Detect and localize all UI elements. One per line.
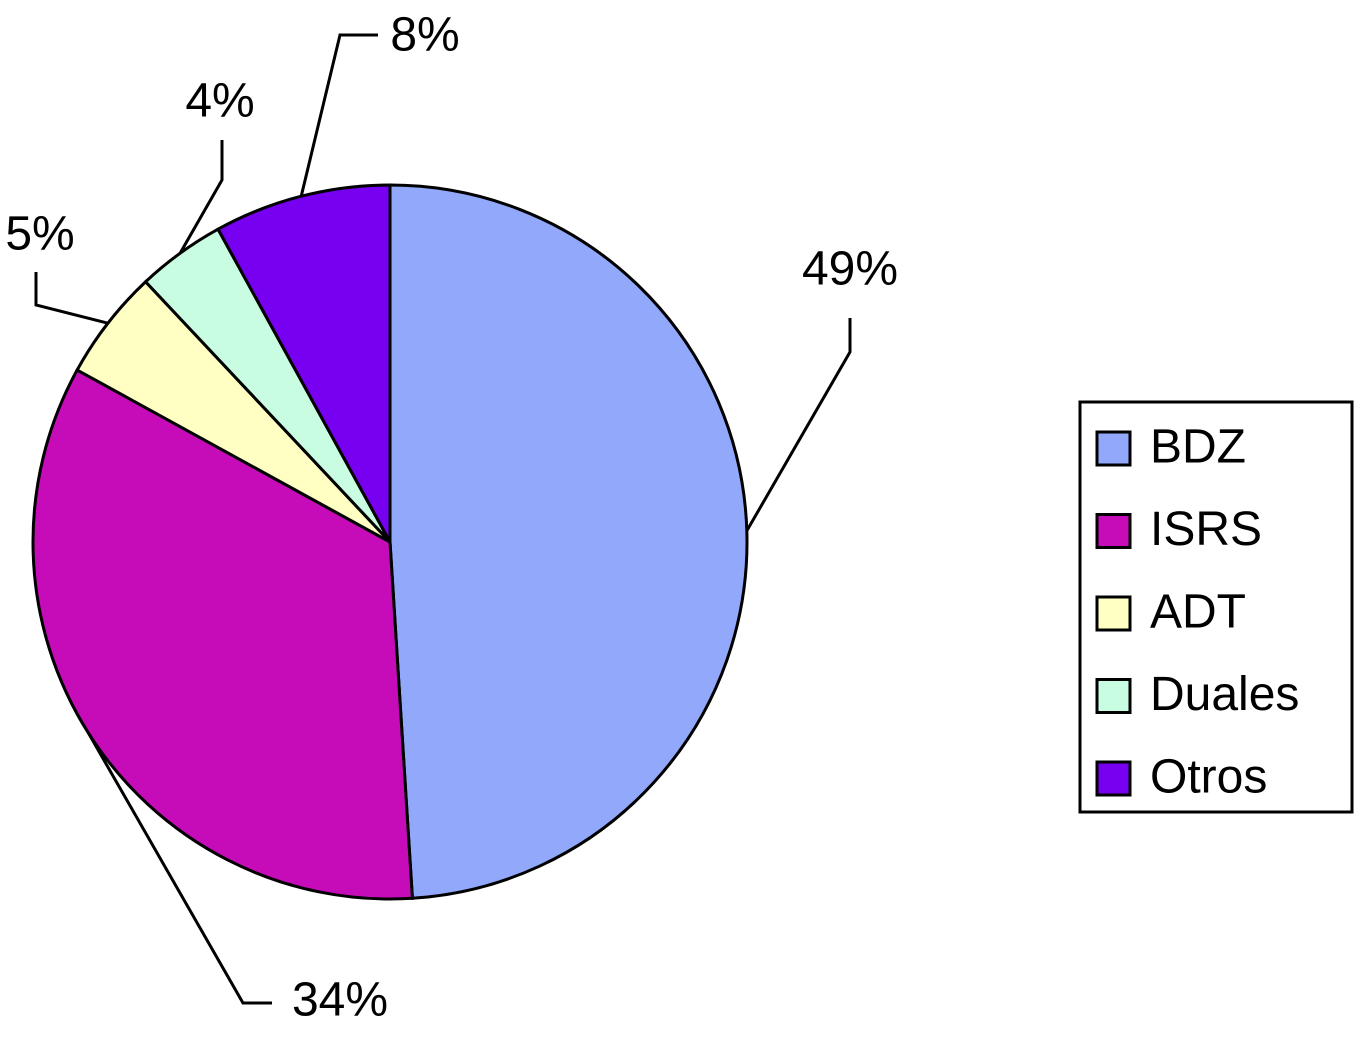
legend-label: Otros <box>1150 751 1267 804</box>
data-label: 49% <box>802 243 898 296</box>
data-label: 8% <box>390 9 459 62</box>
pie-slice <box>388 183 749 900</box>
leader-line <box>299 33 378 197</box>
leader-line <box>178 140 224 254</box>
data-label: 34% <box>292 974 388 1027</box>
legend-swatch <box>1095 513 1132 549</box>
pie-slice <box>215 183 392 543</box>
legend-swatch <box>1095 595 1132 632</box>
leader-line <box>745 318 852 532</box>
legend-label: ISRS <box>1150 503 1262 556</box>
legend-label: ADT <box>1150 586 1246 639</box>
legend-label: Duales <box>1150 668 1299 721</box>
data-label: 5% <box>5 208 74 261</box>
legend-swatch <box>1095 760 1132 797</box>
leader-line <box>34 272 109 325</box>
leader-line <box>87 732 272 1005</box>
data-label: 4% <box>185 75 254 128</box>
legend-swatch <box>1095 430 1132 467</box>
legend-swatch <box>1095 678 1132 714</box>
legend-label: BDZ <box>1150 421 1246 474</box>
